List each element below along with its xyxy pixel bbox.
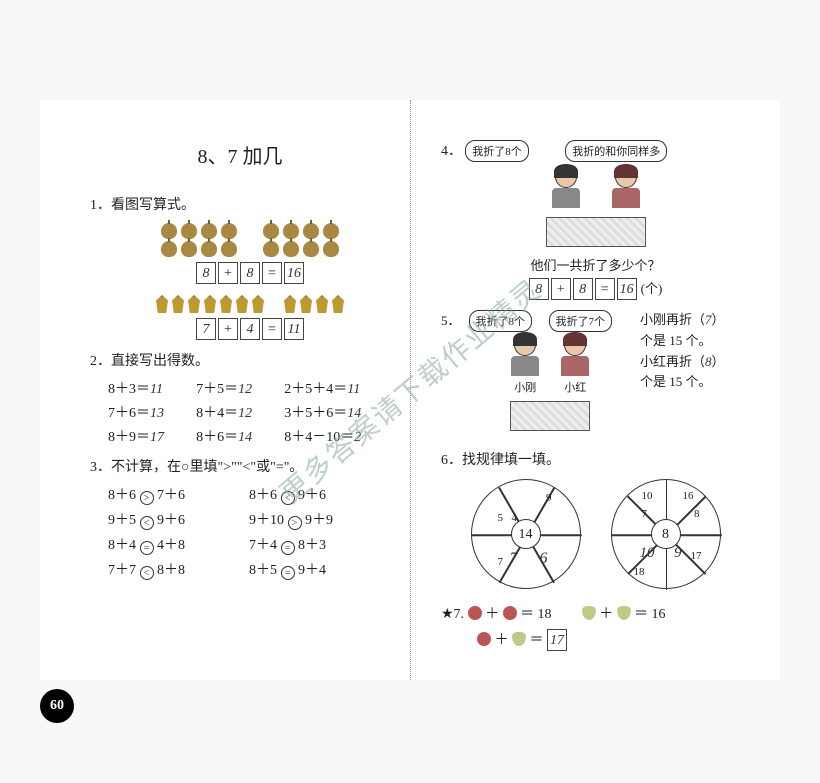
wheel-b-n: 17: [691, 550, 702, 562]
wheel-a-n: 6: [540, 550, 548, 568]
q1-eq1: 8 + 8 = 16: [110, 262, 390, 284]
q2-cell: 8＋4－10＝2: [284, 426, 390, 446]
pine-row: [110, 294, 390, 314]
page-title: 8、7 加几: [90, 140, 390, 169]
q1-eq2-b: 4: [240, 318, 260, 340]
q3-cell: 9＋5 < 9＋6: [108, 509, 249, 530]
q5-bubble-right: 我折了7个: [549, 310, 613, 332]
kid-left-icon: [546, 166, 586, 211]
wheel-a: 14 9 5 4 7 7 6: [471, 479, 581, 589]
q2-cell: 7＋5＝12: [196, 378, 284, 398]
wheel-b-n: 9: [674, 545, 682, 562]
wheel-a-n: 5: [498, 512, 504, 524]
wheel-a-n: 7: [510, 550, 518, 568]
q3-label: 3．不计算，在○里填">""<"或"="。: [90, 456, 390, 476]
q7-ans: 17: [547, 629, 567, 651]
q4-op: +: [551, 278, 571, 300]
crane-box-icon-2: [510, 401, 590, 431]
q2-cell: 8＋6＝14: [196, 426, 284, 446]
apple-icon: [477, 632, 491, 646]
q1-eq1-r: 16: [284, 262, 304, 284]
q7-eq2: ＝ 16: [634, 607, 666, 622]
wheel-b-n: 18: [634, 566, 645, 578]
q4-unit: (个): [641, 278, 663, 300]
q1-eq2: 7 + 4 = 11: [110, 318, 390, 340]
q1-eq1-eq: =: [262, 262, 282, 284]
kids-illustration-2: 小刚 小红: [469, 334, 632, 395]
wheel-b-n: 10: [642, 490, 653, 502]
q4-r: 16: [617, 278, 637, 300]
q3-cell: 9＋10 > 9＋9: [249, 509, 390, 530]
q4-eq: 8 + 8 = 16 (个): [441, 278, 750, 300]
q3-cell: 8＋6 < 9＋6: [249, 484, 390, 505]
q1-figure: 8 + 8 = 16 7 + 4 = 11: [110, 222, 390, 340]
q2-cell: 3＋5＋6＝14: [284, 402, 390, 422]
wheel-a-n: 9: [546, 492, 552, 504]
q3-cell: 7＋7 < 8＋8: [108, 559, 249, 580]
q7-eq1: ＝ 18: [520, 607, 552, 622]
q3-cell: 7＋4 = 8＋3: [249, 534, 390, 555]
kids-illustration: [441, 166, 750, 211]
kid-xiaogang-icon: [505, 334, 545, 379]
q4-b: 8: [573, 278, 593, 300]
q5-name-left: 小刚: [505, 379, 545, 395]
pear-icon: [617, 606, 631, 620]
q5: 5． 我折了8个 我折了7个 小刚 小红 小刚再折: [441, 310, 750, 439]
q2-cell: 7＋6＝13: [108, 402, 196, 422]
q6-wheels: 14 9 5 4 7 7 6 8 16 8 7 10 9 17 18: [441, 479, 750, 589]
pear-icon: [582, 606, 596, 620]
q4-bubble-right: 我折的和你同样多: [565, 140, 667, 162]
q5-bubble-left: 我折了8个: [469, 310, 533, 332]
q2-cell: 8＋9＝17: [108, 426, 196, 446]
q1-eq1-op: +: [218, 262, 238, 284]
q2-grid: 8＋3＝11 7＋5＝12 2＋5＋4＝11 7＋6＝13 8＋4＝12 3＋5…: [108, 378, 390, 446]
q1-eq2-a: 7: [196, 318, 216, 340]
q3-cell: 8＋4 = 4＋8: [108, 534, 249, 555]
q1-eq2-eq: =: [262, 318, 282, 340]
q4-bubble-left: 我折了8个: [465, 140, 529, 162]
q6-label: 6．找规律填一填。: [441, 449, 750, 469]
q5-text: 小刚再折（7） 个是 15 个。 小红再折（8） 个是 15 个。: [640, 310, 750, 439]
wheel-a-n: 4: [512, 512, 518, 524]
wheel-b-n: 10: [640, 545, 655, 562]
page-number: 60: [40, 689, 74, 723]
worksheet-page: 更多答案请下载作业精灵 8、7 加几 1．看图写算式。 8 + 8 = 16: [40, 100, 780, 680]
apple-icon: [468, 606, 482, 620]
wheel-b: 8 16 8 7 10 9 17 18 10: [611, 479, 721, 589]
q4: 4． 我折了8个 我折的和你同样多 他们一共折了多少个？ 8 + 8 = 16 …: [441, 140, 750, 300]
q1-eq2-r: 11: [284, 318, 304, 340]
q4-eqs: =: [595, 278, 615, 300]
pear-icon: [512, 632, 526, 646]
crane-box-icon: [546, 217, 646, 247]
q3-grid: 8＋6 > 7＋6 8＋6 < 9＋6 9＋5 < 9＋6 9＋10 > 9＋9…: [108, 484, 390, 580]
wheel-a-n: 7: [498, 556, 504, 568]
wheel-b-n: 8: [694, 508, 700, 520]
right-column: 4． 我折了8个 我折的和你同样多 他们一共折了多少个？ 8 + 8 = 16 …: [410, 100, 780, 680]
wheel-b-n: 16: [683, 490, 694, 502]
q1-eq1-b: 8: [240, 262, 260, 284]
apple-icon: [503, 606, 517, 620]
q4-a: 8: [529, 278, 549, 300]
apple-row-1: [110, 222, 390, 240]
q7: ★7. ＋ ＝ 18 ＋ ＝ 16: [441, 603, 750, 623]
q2-label: 2．直接写出得数。: [90, 350, 390, 370]
kid-xiaohong-icon: [555, 334, 595, 379]
q1-label: 1．看图写算式。: [90, 194, 390, 214]
wheel-b-n: 7: [642, 508, 648, 520]
kid-right-icon: [606, 166, 646, 211]
apple-row-2: [110, 240, 390, 258]
q1-eq1-a: 8: [196, 262, 216, 284]
q4-ask: 他们一共折了多少个？: [441, 255, 750, 274]
q7-eq3: ＋ ＝ 17: [477, 629, 750, 651]
left-column: 8、7 加几 1．看图写算式。 8 + 8 = 16: [40, 100, 410, 680]
q2-cell: 8＋4＝12: [196, 402, 284, 422]
q2-cell: 8＋3＝11: [108, 378, 196, 398]
q2-cell: 2＋5＋4＝11: [284, 378, 390, 398]
q1-eq2-op: +: [218, 318, 238, 340]
q3-cell: 8＋6 > 7＋6: [108, 484, 249, 505]
q5-name-right: 小红: [555, 379, 595, 395]
q3-cell: 8＋5 = 9＋4: [249, 559, 390, 580]
